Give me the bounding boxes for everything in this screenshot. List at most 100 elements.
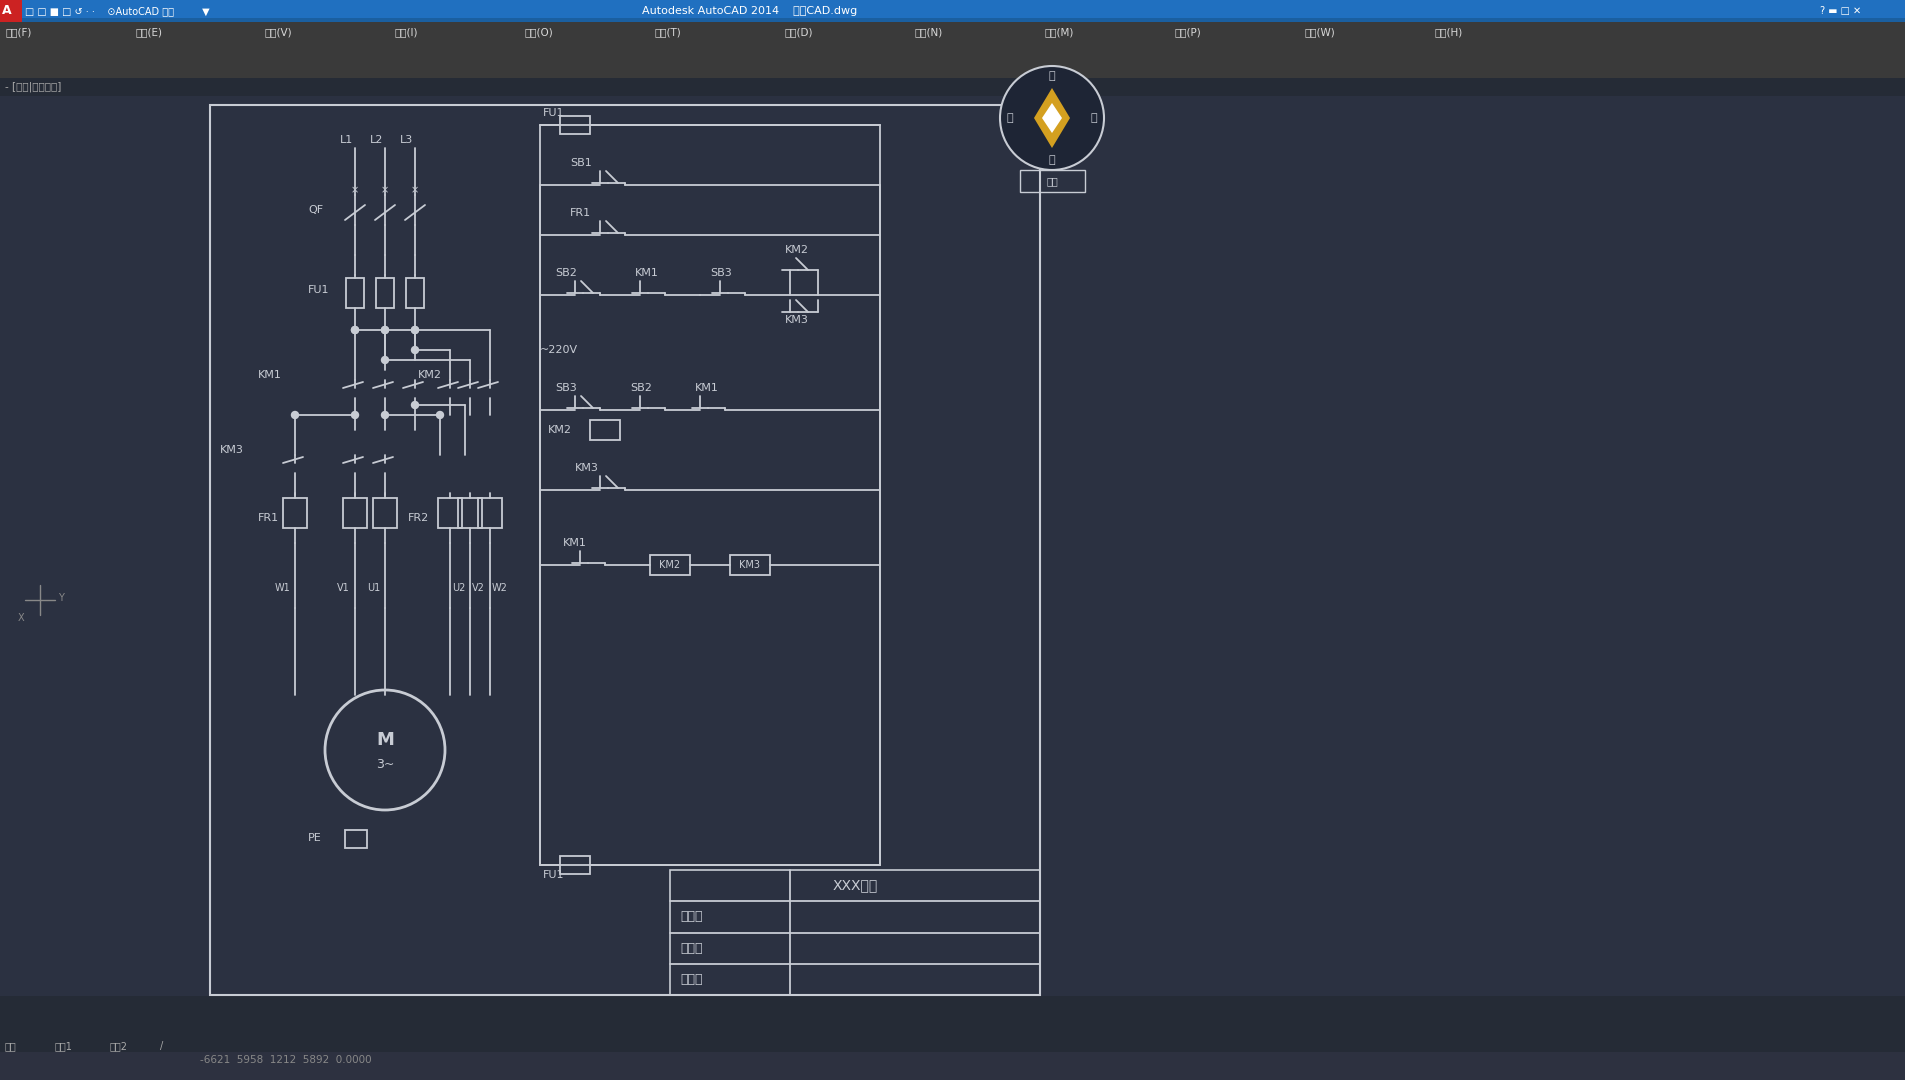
Text: M: M [375,731,394,750]
Text: L2: L2 [370,135,383,145]
Circle shape [381,326,389,334]
Text: W2: W2 [491,583,507,593]
Text: L1: L1 [341,135,354,145]
Text: U2: U2 [451,583,465,593]
Text: 项目名: 项目名 [680,910,703,923]
Text: SB2: SB2 [554,268,577,278]
Text: - [布局|二线绘程]: - [布局|二线绘程] [6,82,61,92]
Bar [0,0,1905,22]
Circle shape [436,411,444,418]
Text: SB1: SB1 [570,158,591,168]
Bar [343,498,368,528]
Text: ×: × [411,185,419,195]
Text: ~220V: ~220V [539,345,577,355]
Bar [0,22,1905,42]
Polygon shape [1042,103,1061,133]
Text: Y: Y [57,593,65,603]
Text: KM2: KM2 [549,426,572,435]
Text: 西: 西 [1006,113,1013,123]
Bar [345,831,368,848]
Text: KM1: KM1 [634,268,659,278]
Text: ×: × [381,185,389,195]
Text: 确认人: 确认人 [680,973,703,986]
Circle shape [411,326,419,334]
Text: 编辑(E): 编辑(E) [135,27,162,37]
Bar [347,278,364,308]
Text: 工具(T): 工具(T) [655,27,682,37]
Text: 修改(M): 修改(M) [1044,27,1074,37]
Circle shape [411,402,419,408]
Bar [1019,170,1084,192]
Text: L3: L3 [400,135,413,145]
Bar [591,420,619,440]
Circle shape [1000,66,1103,170]
Text: 窗口(W): 窗口(W) [1305,27,1335,37]
Circle shape [351,326,358,334]
Text: KM1: KM1 [695,383,718,393]
Bar [406,278,423,308]
Text: A: A [2,4,11,17]
Polygon shape [1033,87,1069,148]
Bar [560,116,591,134]
Bar [0,0,1905,18]
Text: V1: V1 [337,583,351,593]
Bar [0,78,1905,96]
Text: FR1: FR1 [257,513,278,523]
Text: KM2: KM2 [417,370,442,380]
Text: 3~: 3~ [375,758,394,771]
Text: KM3: KM3 [785,315,808,325]
Text: KM2: KM2 [659,561,680,570]
Text: 布局2: 布局2 [110,1041,128,1051]
Text: 视图(V): 视图(V) [265,27,293,37]
Bar [0,1040,1905,1052]
Text: 模型: 模型 [6,1041,17,1051]
Text: -6621  5958  1212  5892  0.0000: -6621 5958 1212 5892 0.0000 [200,1055,371,1065]
Text: FU1: FU1 [543,870,564,880]
Text: /: / [160,1041,164,1051]
Circle shape [411,347,419,353]
Circle shape [381,326,389,334]
Text: X: X [17,613,25,623]
Text: XXX公司: XXX公司 [832,879,876,893]
Bar [373,498,396,528]
Text: FR1: FR1 [570,208,591,218]
Circle shape [411,326,419,334]
Bar [0,60,1905,78]
Bar [560,856,591,874]
Text: SB2: SB2 [631,383,652,393]
Text: □ □ ■ □ ↺ · ·    ⊙AutoCAD 经典         ▼: □ □ ■ □ ↺ · · ⊙AutoCAD 经典 ▼ [25,6,210,16]
Text: FU1: FU1 [309,285,330,295]
Text: 布局1: 布局1 [55,1041,72,1051]
Bar [0,0,23,22]
Text: Autodesk AutoCAD 2014    电气CAD.dwg: Autodesk AutoCAD 2014 电气CAD.dwg [642,6,857,16]
Text: KM3: KM3 [575,463,598,473]
Text: 格式(O): 格式(O) [524,27,554,37]
Text: PE: PE [309,833,322,843]
Text: 制图人: 制图人 [680,942,703,955]
Bar [730,555,770,575]
Bar [0,96,1905,996]
Bar [210,105,1040,995]
Circle shape [351,411,358,418]
Circle shape [381,411,389,418]
Text: 标注(N): 标注(N) [914,27,943,37]
Text: U1: U1 [366,583,379,593]
Text: ? ▬ □ ✕: ? ▬ □ ✕ [1819,6,1859,16]
Text: FR2: FR2 [408,513,429,523]
Text: ×: × [351,185,358,195]
Text: KM1: KM1 [257,370,282,380]
Bar [0,42,1905,60]
Bar [478,498,501,528]
Bar [375,278,394,308]
Bar [282,498,307,528]
Text: 参数(P): 参数(P) [1173,27,1202,37]
Text: FU1: FU1 [543,108,564,118]
Text: SB3: SB3 [711,268,732,278]
Text: 绘图(D): 绘图(D) [785,27,813,37]
Text: 北: 北 [1048,71,1055,81]
Circle shape [381,356,389,364]
Text: W1: W1 [274,583,290,593]
Text: SB3: SB3 [554,383,577,393]
Text: 视口: 视口 [1046,176,1057,186]
Text: 插入(I): 插入(I) [394,27,419,37]
